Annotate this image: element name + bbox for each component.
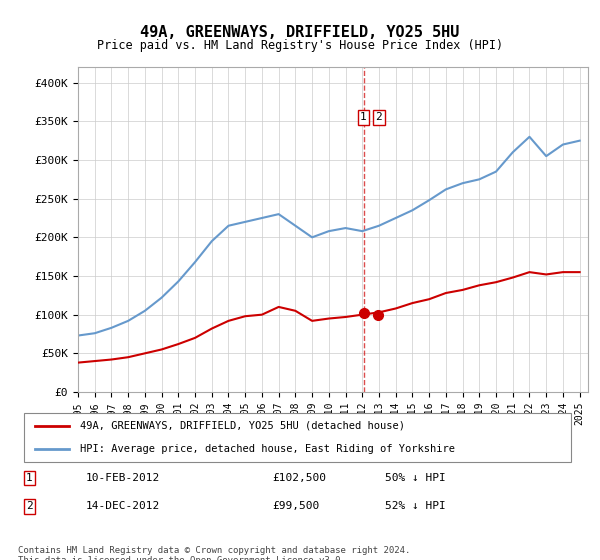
Text: Contains HM Land Registry data © Crown copyright and database right 2024.
This d: Contains HM Land Registry data © Crown c… [18, 546, 410, 560]
Text: 52% ↓ HPI: 52% ↓ HPI [385, 501, 445, 511]
Text: 14-DEC-2012: 14-DEC-2012 [86, 501, 160, 511]
Text: 2: 2 [26, 501, 32, 511]
Text: 1: 1 [360, 113, 367, 123]
Text: HPI: Average price, detached house, East Riding of Yorkshire: HPI: Average price, detached house, East… [80, 445, 455, 454]
Text: 50% ↓ HPI: 50% ↓ HPI [385, 473, 445, 483]
Text: 1: 1 [26, 473, 32, 483]
Text: 10-FEB-2012: 10-FEB-2012 [86, 473, 160, 483]
Text: £99,500: £99,500 [272, 501, 319, 511]
Text: 49A, GREENWAYS, DRIFFIELD, YO25 5HU (detached house): 49A, GREENWAYS, DRIFFIELD, YO25 5HU (det… [80, 421, 405, 431]
FancyBboxPatch shape [23, 413, 571, 462]
Text: Price paid vs. HM Land Registry's House Price Index (HPI): Price paid vs. HM Land Registry's House … [97, 39, 503, 52]
Text: 2: 2 [376, 113, 382, 123]
Text: 49A, GREENWAYS, DRIFFIELD, YO25 5HU: 49A, GREENWAYS, DRIFFIELD, YO25 5HU [140, 25, 460, 40]
Text: £102,500: £102,500 [272, 473, 326, 483]
